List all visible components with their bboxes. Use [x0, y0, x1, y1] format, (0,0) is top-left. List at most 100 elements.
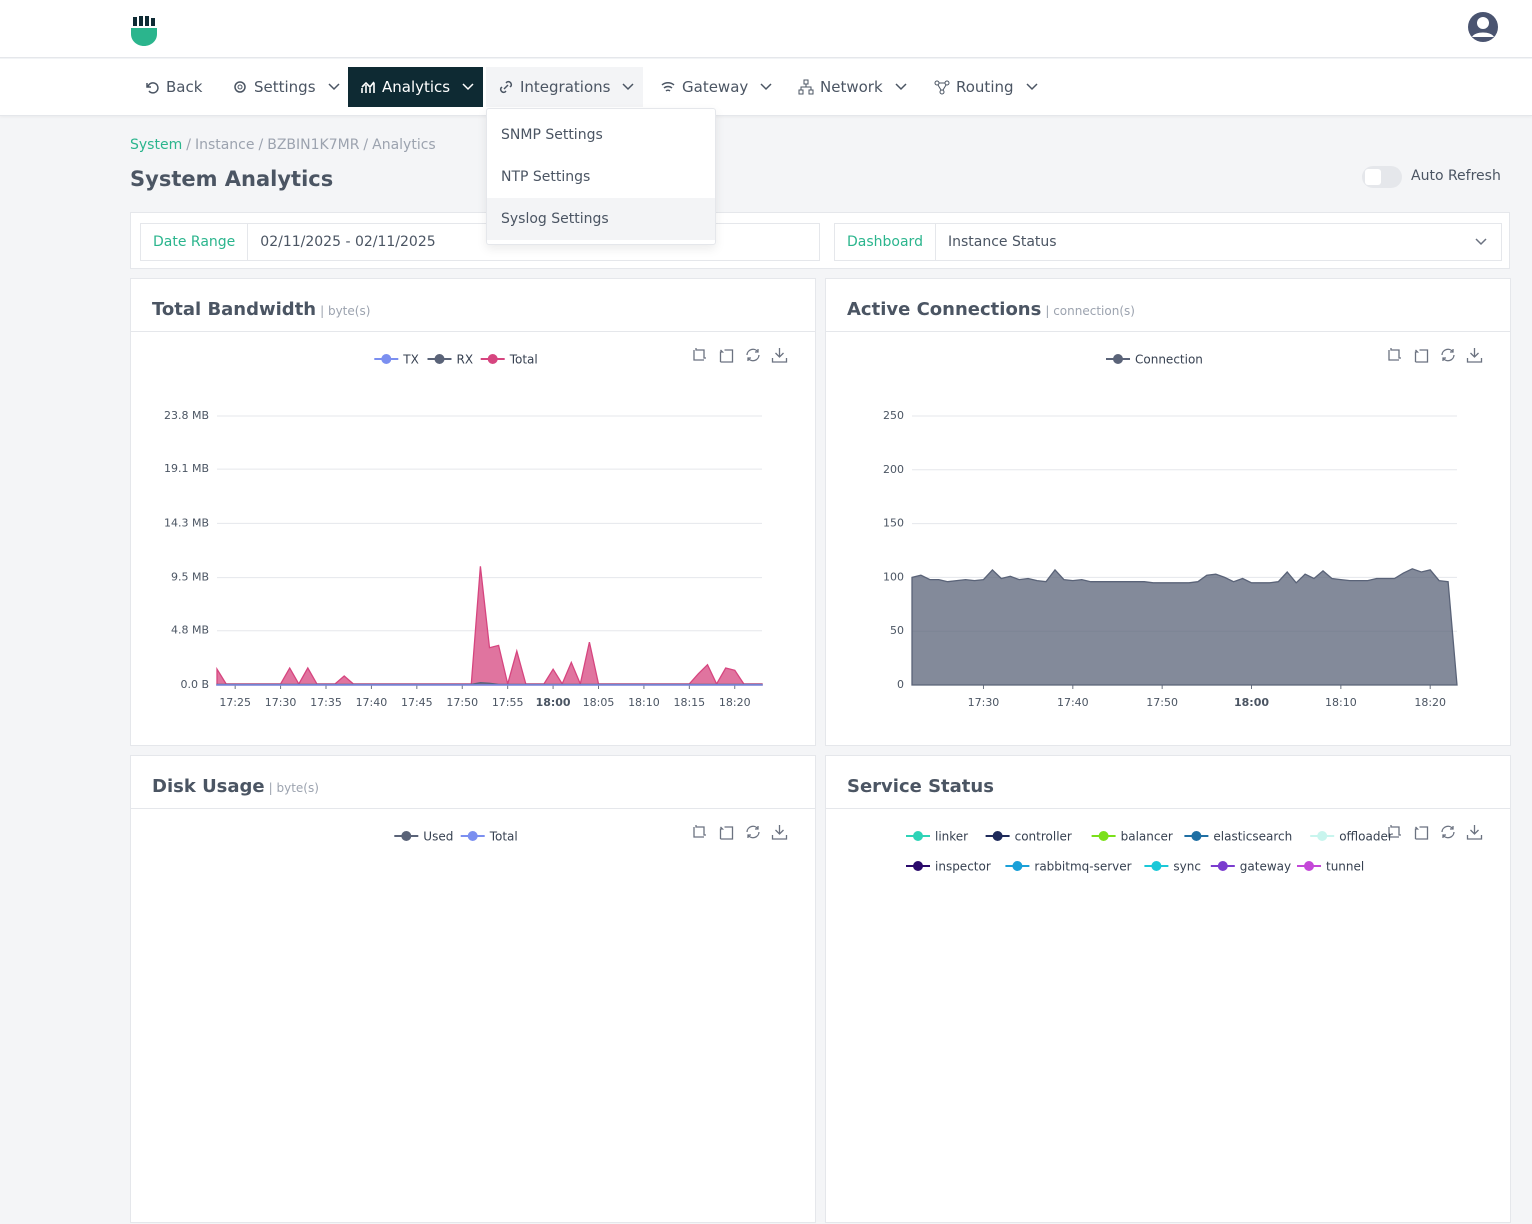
toolbar-icon[interactable] — [747, 826, 759, 838]
x-tick-label: 17:25 — [219, 696, 251, 709]
y-tick-label: 9.5 MB — [171, 571, 209, 584]
legend-marker — [401, 831, 411, 841]
nav-label: Analytics — [382, 78, 450, 96]
chart-title: Total Bandwidth — [152, 299, 316, 320]
nav-item[interactable]: Settings — [220, 67, 354, 107]
x-tick-label: 17:50 — [1146, 696, 1178, 709]
legend-marker — [1099, 831, 1109, 841]
top-bar — [0, 0, 1532, 58]
nav-label: Back — [166, 78, 202, 96]
panel-header: Service Status — [826, 756, 1510, 809]
page-title: System Analytics — [130, 167, 333, 191]
chart-title: Service Status — [847, 776, 994, 797]
legend-marker — [1191, 831, 1201, 841]
toolbar-icon[interactable] — [747, 349, 759, 361]
nav-item[interactable]: Gateway — [648, 67, 786, 107]
nav-item[interactable]: Integrations — [486, 67, 643, 107]
label: Dashboard — [835, 224, 936, 260]
separator: / — [186, 137, 191, 153]
legend-label: Total — [509, 353, 538, 367]
legend-label: sync — [1173, 860, 1201, 874]
area — [217, 566, 762, 685]
toolbar-icon[interactable] — [773, 825, 787, 839]
toolbar-icon[interactable] — [773, 348, 787, 362]
toolbar-icon[interactable] — [721, 350, 733, 362]
nav-item[interactable]: Back — [132, 67, 214, 107]
legend-label: Used — [423, 830, 453, 844]
nav-icon — [144, 79, 160, 95]
toolbar-icon[interactable] — [1442, 826, 1454, 838]
legend-marker — [435, 354, 445, 364]
breadcrumb-item[interactable]: Instance — [195, 137, 255, 153]
panel-header: Active Connections| connection(s) — [826, 279, 1510, 332]
legend-marker — [1304, 861, 1314, 871]
nav-item[interactable]: Network — [786, 67, 921, 107]
menu-item[interactable]: Syslog Settings — [487, 198, 715, 240]
breadcrumb-item: Analytics — [372, 137, 436, 153]
legend-label: Total — [489, 830, 518, 844]
toolbar-icon[interactable] — [694, 348, 706, 360]
legend-marker — [1113, 354, 1123, 364]
nav-label: Settings — [254, 78, 316, 96]
nav-item[interactable]: Routing — [922, 67, 1052, 107]
legend-marker — [1218, 861, 1228, 871]
separator: / — [259, 137, 264, 153]
menu-item[interactable]: NTP Settings — [487, 156, 715, 198]
y-tick-label: 50 — [890, 624, 904, 637]
toolbar-icon[interactable] — [1416, 827, 1428, 839]
chevron — [460, 82, 476, 92]
toolbar-icon[interactable] — [1416, 350, 1428, 362]
chart-title: Disk Usage — [152, 776, 265, 797]
toolbar-icon[interactable] — [1442, 349, 1454, 361]
legend-marker — [488, 354, 498, 364]
x-tick-label: 18:10 — [1325, 696, 1357, 709]
x-tick-label: 17:55 — [492, 696, 524, 709]
chevron — [758, 82, 774, 92]
legend-marker — [913, 861, 923, 871]
unit: | connection(s) — [1045, 304, 1135, 318]
breadcrumb-item[interactable]: System — [130, 137, 182, 153]
legend-label: balancer — [1121, 830, 1173, 844]
nav-icon — [360, 79, 376, 95]
nav-icon — [232, 79, 248, 95]
legend-label: gateway — [1240, 860, 1291, 874]
y-tick-label: 4.8 MB — [171, 624, 209, 637]
nav-icon — [798, 79, 814, 95]
avatar[interactable] — [1467, 11, 1499, 43]
toolbar-icon[interactable] — [1389, 348, 1401, 360]
nav-icon — [498, 79, 514, 95]
chevron — [1024, 82, 1040, 92]
legend-label: elasticsearch — [1213, 830, 1292, 844]
toolbar-icon[interactable] — [721, 827, 733, 839]
toolbar-icon[interactable] — [1468, 348, 1482, 362]
chevron — [620, 82, 636, 92]
toolbar-icon[interactable] — [1468, 825, 1482, 839]
legend-marker — [468, 831, 478, 841]
menu-item[interactable]: SNMP Settings — [487, 114, 715, 156]
y-tick-label: 150 — [883, 517, 904, 530]
panel-header: Disk Usage | byte(s) — [131, 756, 815, 809]
legend-label: rabbitmq-server — [1034, 860, 1131, 874]
chart: Used Total — [131, 756, 817, 1224]
value: Instance Status — [936, 224, 1069, 260]
legend-label: tunnel — [1326, 860, 1364, 874]
breadcrumb-item[interactable]: BZBIN1K7MR — [267, 137, 359, 153]
legend-label: TX — [402, 353, 419, 367]
toolbar-icon[interactable] — [694, 825, 706, 837]
unit: | byte(s) — [269, 781, 319, 795]
y-tick-label: 200 — [883, 463, 904, 476]
nav-item[interactable]: Analytics — [348, 67, 483, 107]
toggle[interactable] — [1362, 166, 1402, 188]
unit: | byte(s) — [320, 304, 370, 318]
legend-label: Connection — [1135, 353, 1203, 367]
toggle-label: Auto Refresh — [1411, 168, 1501, 184]
y-tick-label: 14.3 MB — [164, 516, 209, 529]
